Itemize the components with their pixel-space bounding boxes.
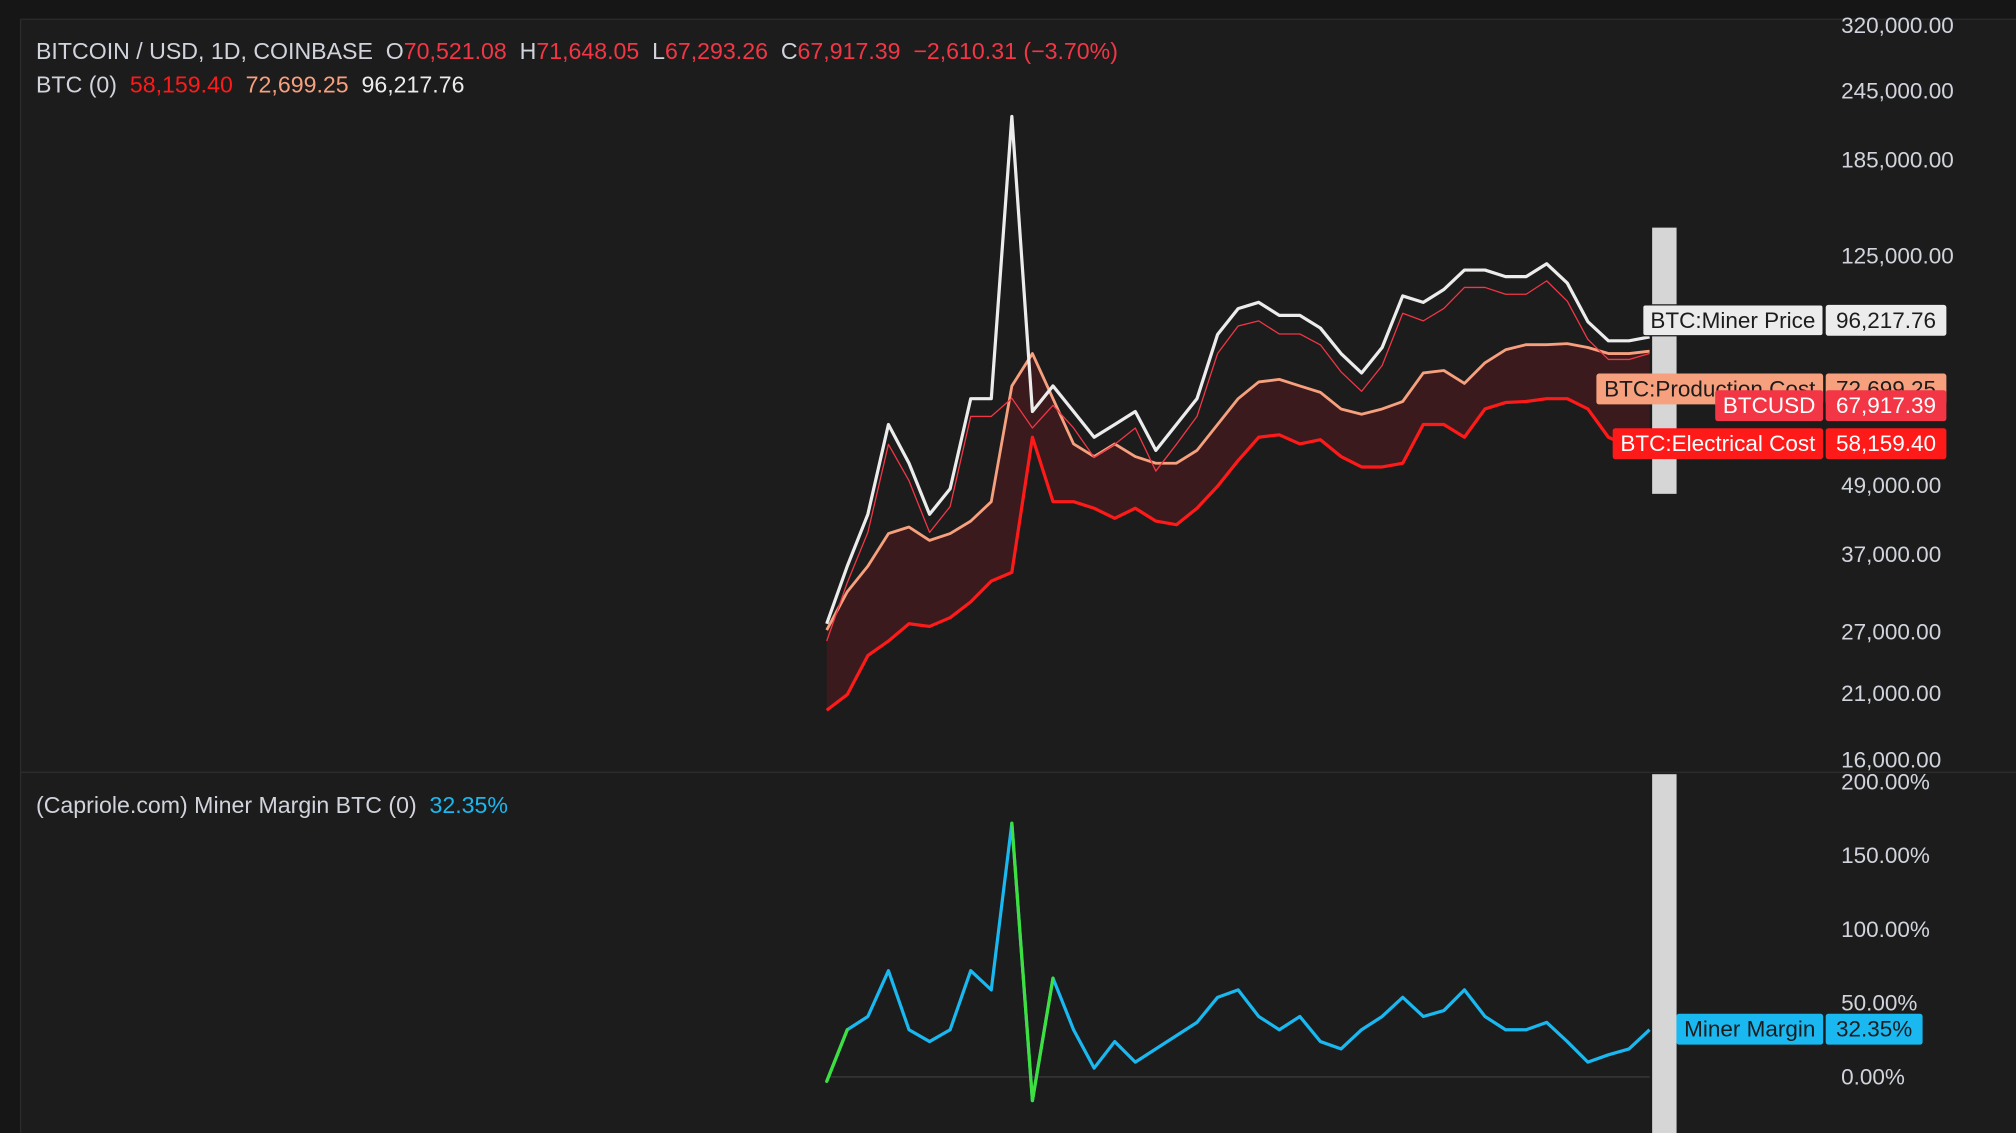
price-tag-name-box bbox=[1676, 1013, 1824, 1045]
price-tag-value: 32.35% bbox=[1836, 1017, 1912, 1042]
y-tick-label: 27,000.00 bbox=[1841, 619, 1941, 644]
y-tick-label: 50.00% bbox=[1841, 991, 1917, 1016]
y-tick-label: 0.00% bbox=[1841, 1064, 1905, 1089]
series-line bbox=[825, 342, 1650, 631]
change: −2,610.31 (−3.70%) bbox=[913, 38, 1118, 65]
price-tag-value: 67,917.39 bbox=[1836, 393, 1936, 418]
legend-value: 72,699.25 bbox=[245, 72, 349, 98]
negative-segment bbox=[1010, 821, 1035, 1103]
price-tag-value: 96,217.76 bbox=[1836, 308, 1936, 333]
series-line bbox=[825, 821, 1651, 1103]
y-tick-label: 150.00% bbox=[1841, 843, 1930, 868]
y-tick-label: 21,000.00 bbox=[1841, 681, 1941, 706]
ohlc-key: L bbox=[652, 38, 666, 65]
negative-segment bbox=[1030, 976, 1055, 1103]
series-line bbox=[825, 114, 1650, 625]
ohlc-value: 67,293.26 bbox=[665, 38, 768, 65]
y-tick-label: 49,000.00 bbox=[1841, 473, 1941, 498]
ohlc-value: 70,521.08 bbox=[403, 38, 507, 65]
legend-title: BTC (0) bbox=[35, 72, 117, 98]
negative-segment bbox=[825, 1028, 849, 1083]
series-line bbox=[826, 280, 1650, 642]
price-tag-value-box bbox=[1825, 428, 1947, 460]
symbol-header: BITCOIN / USD, 1D, COINBASE O70,521.08 H71… bbox=[36, 37, 1118, 65]
legend-value: 96,217.76 bbox=[361, 72, 465, 98]
price-tag-value-box bbox=[1825, 1013, 1923, 1045]
margin-legend: (Capriole.com) Miner Margin BTC (0) 32.35… bbox=[36, 791, 508, 819]
price-tag-value: 58,159.40 bbox=[1836, 431, 1936, 456]
legend-title: (Capriole.com) Miner Margin BTC (0) bbox=[35, 792, 417, 818]
y-tick-label: 200.00% bbox=[1841, 769, 1930, 794]
y-tick-label: 320,000.00 bbox=[1841, 13, 1954, 38]
price-tag-name: Miner Margin bbox=[1684, 1017, 1815, 1042]
legend-value: 32.35% bbox=[429, 792, 509, 818]
y-tick-label: 100.00% bbox=[1841, 917, 1930, 942]
y-tick-label: 185,000.00 bbox=[1841, 148, 1954, 173]
price-tag-name: BTC:Miner Price bbox=[1650, 308, 1815, 333]
y-tick-label: 245,000.00 bbox=[1841, 79, 1954, 104]
indicator-legend: BTC (0) 58,159.40 72,699.25 96,217.76 bbox=[36, 71, 464, 99]
y-tick-label: 37,000.00 bbox=[1841, 542, 1941, 567]
ohlc-key: C bbox=[780, 38, 798, 65]
legend-value: 58,159.40 bbox=[129, 72, 233, 98]
symbol: BITCOIN / USD, 1D, COINBASE bbox=[35, 38, 373, 65]
y-tick-label: 125,000.00 bbox=[1841, 244, 1954, 269]
price-tag-name: BTCUSD bbox=[1723, 393, 1816, 418]
series-line bbox=[825, 397, 1650, 712]
price-tag-value-box bbox=[1825, 390, 1947, 422]
cost-band bbox=[826, 343, 1650, 711]
highlight-bar bbox=[1652, 774, 1677, 1133]
y-tick-label: 16,000.00 bbox=[1841, 748, 1941, 773]
ohlc-key: H bbox=[519, 38, 537, 65]
ohlc-key: O bbox=[385, 38, 404, 65]
price-tag-name-box bbox=[1715, 390, 1824, 422]
price-tag-name-box bbox=[1642, 304, 1824, 337]
price-tag-value-box bbox=[1825, 304, 1947, 336]
ohlc-value: 67,917.39 bbox=[797, 38, 901, 65]
price-tag-name: BTC:Electrical Cost bbox=[1620, 431, 1816, 456]
price-tag-name-box bbox=[1612, 428, 1824, 460]
ohlc-value: 71,648.05 bbox=[536, 38, 640, 65]
